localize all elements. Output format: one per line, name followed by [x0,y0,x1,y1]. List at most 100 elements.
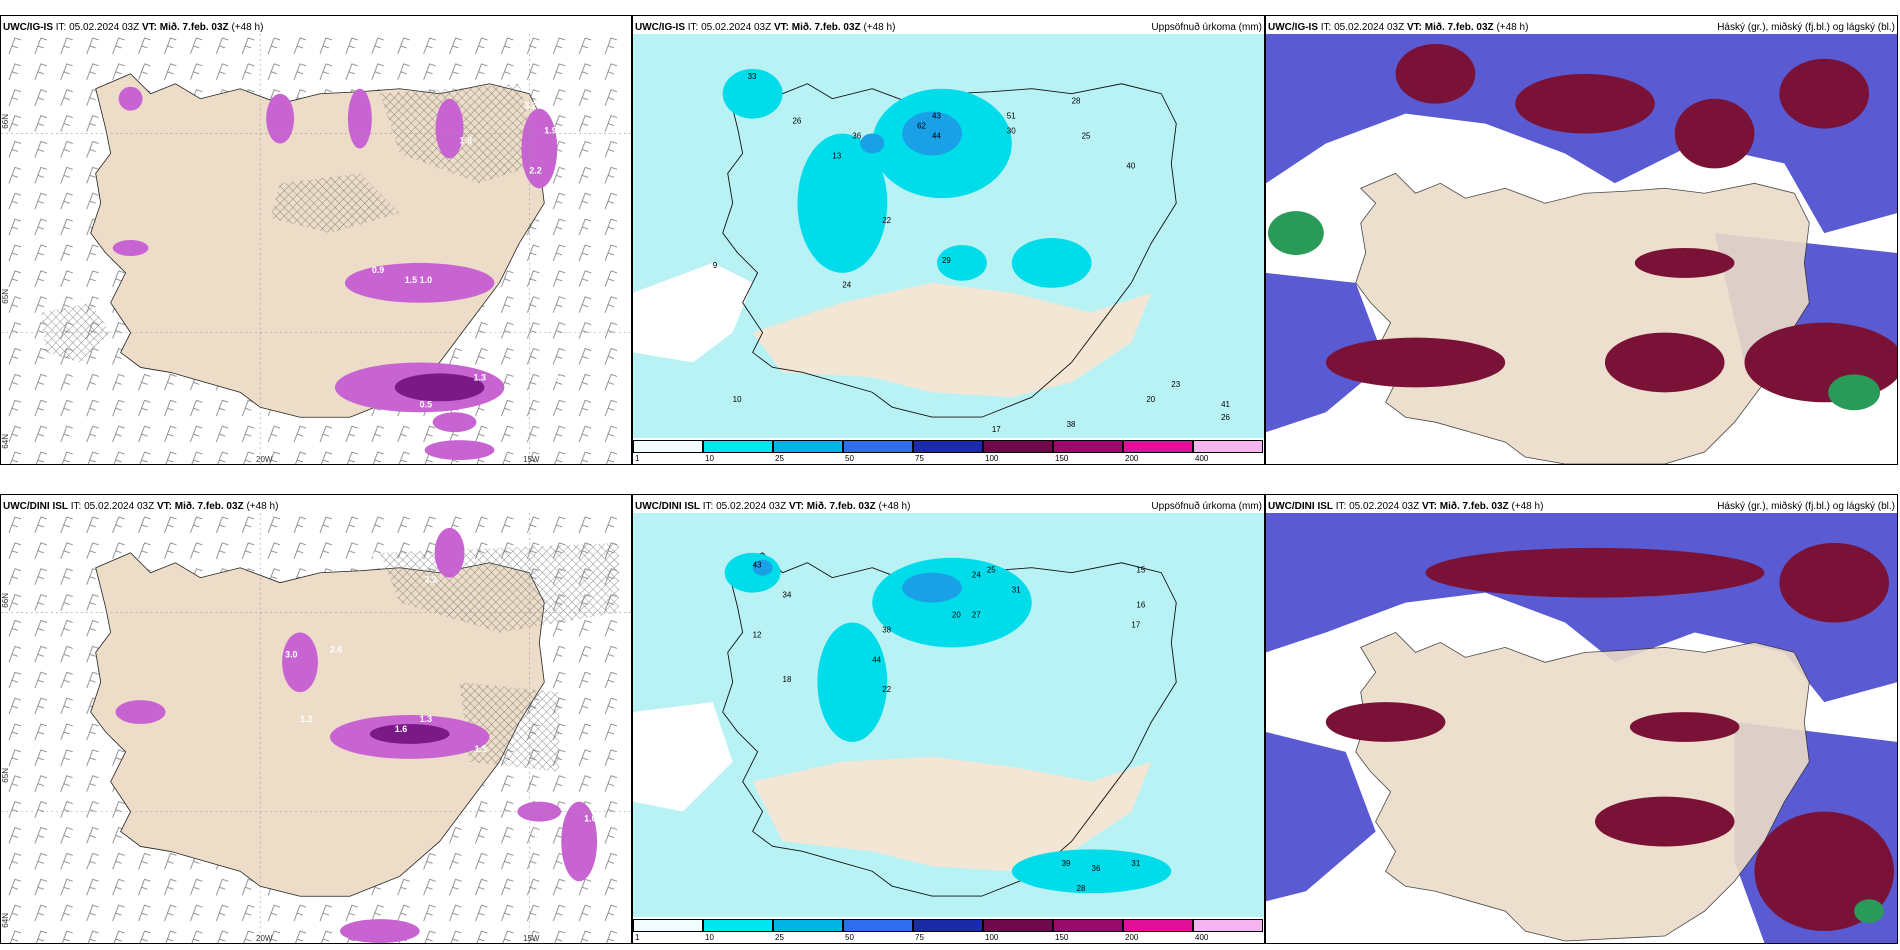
model-name: UWC/DINI ISL [3,501,68,512]
precip-legend: 1 10 25 50 75 100 150 200 400 [633,919,1264,942]
svg-text:1.6: 1.6 [395,724,407,734]
lon-label: 20W [256,934,273,943]
legend-swatch [983,919,1053,932]
legend-swatch [633,919,703,932]
cloud-mid [1266,731,1376,902]
panel-header: UWC/IG-IS IT: 05.02.2024 03Z VT: Mið. 7.… [1266,16,1897,38]
legend-label: 200 [1125,933,1139,942]
panel-title: Háský (gr.), miðský (fj.bl.) og lágský (… [1717,501,1895,512]
it-label: IT: [1335,501,1347,512]
model-name: UWC/IG-IS [1268,22,1318,33]
legend-swatch [913,919,983,932]
legend-label: 150 [1055,933,1069,942]
svg-text:10: 10 [733,395,742,404]
lead-time: (+48 h) [863,22,896,33]
wind-map-svg: 1.6 1.3 0.5 1.5 2.6 3.0 1.2 0.4 1.0 0.9 2.2 [1,513,631,943]
vt-label: VT: [156,501,172,512]
vt-label: VT: [773,22,789,33]
svg-text:29: 29 [942,256,951,265]
svg-text:22: 22 [882,685,891,694]
legend-label: 100 [985,454,999,463]
it-label: IT: [702,501,714,512]
svg-text:3.2: 3.2 [524,101,536,111]
svg-text:27: 27 [972,610,981,619]
lat-label: 66N [1,593,10,608]
map-area [1266,513,1897,943]
precip-values: 33 26 36 62 44 43 30 51 28 25 40 20 23 41 26 38 17 1… [713,72,1231,434]
svg-text:0.9: 0.9 [372,265,384,275]
legend-swatch [1193,440,1263,453]
svg-text:20: 20 [1146,395,1155,404]
legend-swatch [1193,919,1263,932]
svg-text:3.0: 3.0 [587,374,599,384]
svg-text:17: 17 [992,425,1001,434]
svg-text:1.5: 1.5 [405,275,417,285]
legend-label: 400 [1195,933,1209,942]
iceland-land [90,552,545,897]
svg-text:39: 39 [1062,859,1071,868]
legend-swatch [1123,919,1193,932]
legend-label: 400 [1195,454,1209,463]
precip-values: 43 34 38 44 27 24 25 31 20 39 36 31 28 22 18 12 16 1… [753,561,1146,893]
svg-text:0.9: 0.9 [534,833,546,843]
legend-swatch [843,919,913,932]
legend-label: 50 [845,933,854,942]
precip-map-svg: 33 26 36 62 44 43 30 51 28 25 40 20 23 41 26 38 17 1… [633,34,1264,438]
svg-text:43: 43 [753,561,762,570]
svg-text:13: 13 [832,151,841,160]
svg-text:40: 40 [1126,161,1135,170]
map-area: 2.4 3.0 3.9 2.5 3.6 1.5 1.0 0.9 2.2 1.8 1.3 0.5 … [1,34,631,464]
svg-text:26: 26 [792,117,801,126]
wind-shading [112,86,558,461]
svg-text:31: 31 [1012,586,1021,595]
svg-text:38: 38 [882,625,891,634]
svg-text:1.5: 1.5 [474,744,486,754]
svg-text:1.0: 1.0 [584,814,596,824]
panel-title: Uppsöfnuð úrkoma (mm) [1151,501,1262,512]
legend-label: 1 [635,933,640,942]
panel-precip-ig: UWC/IG-IS IT: 05.02.2024 03Z VT: Mið. 7.… [632,15,1265,465]
dry-area [752,756,1152,872]
vt-value: Mið. 7.feb. 03Z [806,501,876,512]
legend-label: 1 [635,454,640,463]
wind-map-svg: 2.4 3.03.9 2.5 3.61.5 1.00.92.2 1.81.30.5 … [1,34,631,464]
map-area: 43 34 38 44 27 24 25 31 20 39 36 31 28 22 18 12 16 1… [633,513,1264,917]
svg-text:34: 34 [783,591,792,600]
svg-text:2.5: 2.5 [591,394,603,404]
svg-text:24: 24 [972,571,981,580]
it-value: 05.02.2024 03Z [1334,22,1405,33]
precip-legend: 1 10 25 50 75 100 150 200 400 [633,440,1264,463]
panel-cloud-dini: UWC/DINI ISL IT: 05.02.2024 03Z VT: Mið.… [1265,494,1898,944]
cloud-map-svg [1266,34,1897,464]
svg-text:20: 20 [952,610,961,619]
svg-text:44: 44 [932,131,941,140]
svg-text:1.3: 1.3 [474,372,486,382]
svg-text:16: 16 [1136,601,1145,610]
legend-swatch [773,440,843,453]
svg-text:1.8: 1.8 [460,135,472,145]
svg-text:12: 12 [753,630,762,639]
svg-text:1.3: 1.3 [420,714,432,724]
svg-text:0.5: 0.5 [534,794,546,804]
lon-label: 20W [256,455,273,464]
legend-label: 75 [915,454,924,463]
it-label: IT: [55,22,67,33]
it-label: IT: [70,501,82,512]
legend-label: 25 [775,933,784,942]
svg-text:1.2: 1.2 [300,714,312,724]
panel-precip-dini: UWC/DINI ISL IT: 05.02.2024 03Z VT: Mið.… [632,494,1265,944]
svg-text:25: 25 [1082,131,1091,140]
svg-text:23: 23 [1171,380,1180,389]
svg-text:2.6: 2.6 [330,644,342,654]
precip-mid [722,68,1092,288]
panel-wind-ig: UWC/IG-IS IT: 05.02.2024 03Z VT: Mið. 7.… [0,15,632,465]
lat-label: 65N [1,768,10,783]
legend-swatch [633,440,703,453]
legend-swatch [983,440,1053,453]
legend-swatch [773,919,843,932]
svg-text:2.4: 2.4 [547,374,559,384]
precip-map-svg: 43 34 38 44 27 24 25 31 20 39 36 31 28 22 18 12 16 1… [633,513,1264,917]
dry-area [752,282,1152,398]
iceland-land [1355,172,1810,464]
legend-swatch [1053,440,1123,453]
